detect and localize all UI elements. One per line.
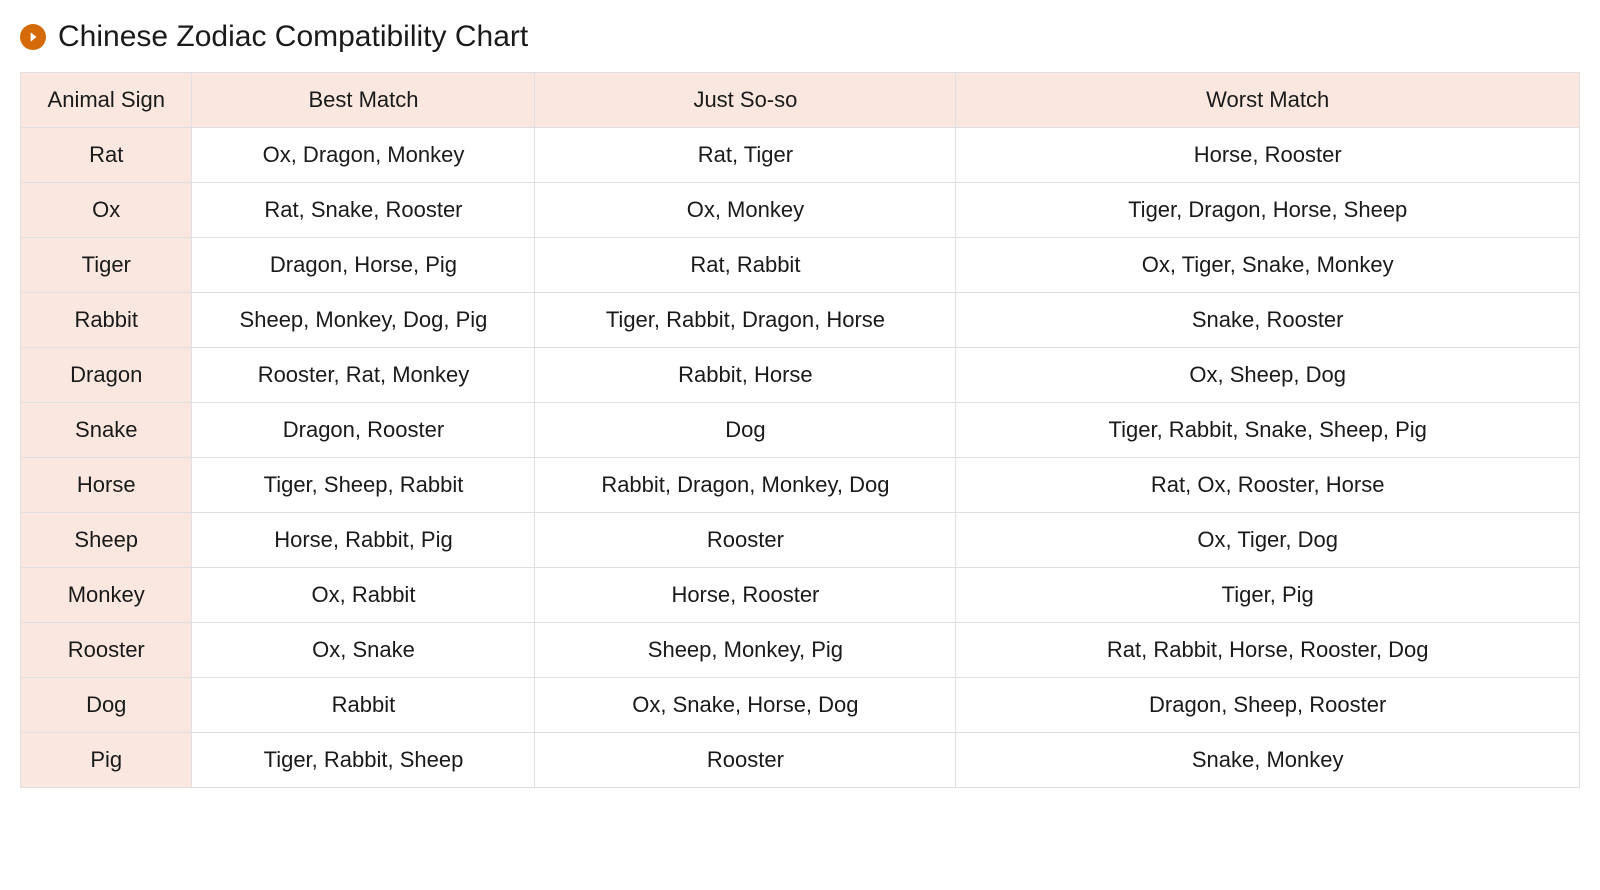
cell-worst-match: Ox, Tiger, Snake, Monkey [956,238,1580,293]
cell-animal-sign: Dog [21,678,192,733]
cell-just-soso: Rabbit, Dragon, Monkey, Dog [535,458,956,513]
cell-worst-match: Ox, Tiger, Dog [956,513,1580,568]
cell-animal-sign: Monkey [21,568,192,623]
cell-best-match: Rat, Snake, Rooster [192,183,535,238]
cell-worst-match: Tiger, Dragon, Horse, Sheep [956,183,1580,238]
cell-best-match: Horse, Rabbit, Pig [192,513,535,568]
table-row: HorseTiger, Sheep, RabbitRabbit, Dragon,… [21,458,1580,513]
cell-best-match: Ox, Snake [192,623,535,678]
header-best-match: Best Match [192,73,535,128]
zodiac-compatibility-table: Animal Sign Best Match Just So-so Worst … [20,72,1580,788]
table-row: SheepHorse, Rabbit, PigRoosterOx, Tiger,… [21,513,1580,568]
cell-best-match: Rooster, Rat, Monkey [192,348,535,403]
cell-worst-match: Tiger, Rabbit, Snake, Sheep, Pig [956,403,1580,458]
cell-best-match: Dragon, Rooster [192,403,535,458]
cell-animal-sign: Sheep [21,513,192,568]
cell-just-soso: Rat, Rabbit [535,238,956,293]
header-just-soso: Just So-so [535,73,956,128]
header-worst-match: Worst Match [956,73,1580,128]
chart-title: Chinese Zodiac Compatibility Chart [58,20,528,54]
table-header-row: Animal Sign Best Match Just So-so Worst … [21,73,1580,128]
cell-worst-match: Rat, Ox, Rooster, Horse [956,458,1580,513]
cell-just-soso: Ox, Snake, Horse, Dog [535,678,956,733]
cell-animal-sign: Rabbit [21,293,192,348]
cell-animal-sign: Horse [21,458,192,513]
cell-best-match: Ox, Rabbit [192,568,535,623]
cell-animal-sign: Rat [21,128,192,183]
table-row: RabbitSheep, Monkey, Dog, PigTiger, Rabb… [21,293,1580,348]
cell-best-match: Dragon, Horse, Pig [192,238,535,293]
cell-worst-match: Snake, Monkey [956,733,1580,788]
cell-worst-match: Horse, Rooster [956,128,1580,183]
cell-best-match: Rabbit [192,678,535,733]
cell-worst-match: Tiger, Pig [956,568,1580,623]
cell-worst-match: Ox, Sheep, Dog [956,348,1580,403]
cell-worst-match: Snake, Rooster [956,293,1580,348]
table-row: SnakeDragon, RoosterDogTiger, Rabbit, Sn… [21,403,1580,458]
cell-just-soso: Sheep, Monkey, Pig [535,623,956,678]
table-row: TigerDragon, Horse, PigRat, RabbitOx, Ti… [21,238,1580,293]
cell-just-soso: Rooster [535,733,956,788]
cell-just-soso: Ox, Monkey [535,183,956,238]
cell-best-match: Tiger, Rabbit, Sheep [192,733,535,788]
table-row: PigTiger, Rabbit, SheepRoosterSnake, Mon… [21,733,1580,788]
table-body: RatOx, Dragon, MonkeyRat, TigerHorse, Ro… [21,128,1580,788]
cell-just-soso: Rooster [535,513,956,568]
cell-animal-sign: Ox [21,183,192,238]
cell-animal-sign: Snake [21,403,192,458]
header-animal-sign: Animal Sign [21,73,192,128]
table-row: OxRat, Snake, RoosterOx, MonkeyTiger, Dr… [21,183,1580,238]
cell-animal-sign: Dragon [21,348,192,403]
cell-just-soso: Horse, Rooster [535,568,956,623]
cell-animal-sign: Rooster [21,623,192,678]
table-row: RoosterOx, SnakeSheep, Monkey, PigRat, R… [21,623,1580,678]
cell-best-match: Ox, Dragon, Monkey [192,128,535,183]
table-row: DragonRooster, Rat, MonkeyRabbit, HorseO… [21,348,1580,403]
cell-worst-match: Rat, Rabbit, Horse, Rooster, Dog [956,623,1580,678]
cell-animal-sign: Pig [21,733,192,788]
table-row: DogRabbitOx, Snake, Horse, DogDragon, Sh… [21,678,1580,733]
table-row: MonkeyOx, RabbitHorse, RoosterTiger, Pig [21,568,1580,623]
cell-best-match: Sheep, Monkey, Dog, Pig [192,293,535,348]
table-row: RatOx, Dragon, MonkeyRat, TigerHorse, Ro… [21,128,1580,183]
cell-just-soso: Dog [535,403,956,458]
cell-animal-sign: Tiger [21,238,192,293]
cell-just-soso: Rat, Tiger [535,128,956,183]
table-header: Animal Sign Best Match Just So-so Worst … [21,73,1580,128]
cell-just-soso: Rabbit, Horse [535,348,956,403]
cell-best-match: Tiger, Sheep, Rabbit [192,458,535,513]
chevron-right-icon [20,24,46,50]
cell-just-soso: Tiger, Rabbit, Dragon, Horse [535,293,956,348]
chart-title-container: Chinese Zodiac Compatibility Chart [20,20,1580,54]
cell-worst-match: Dragon, Sheep, Rooster [956,678,1580,733]
